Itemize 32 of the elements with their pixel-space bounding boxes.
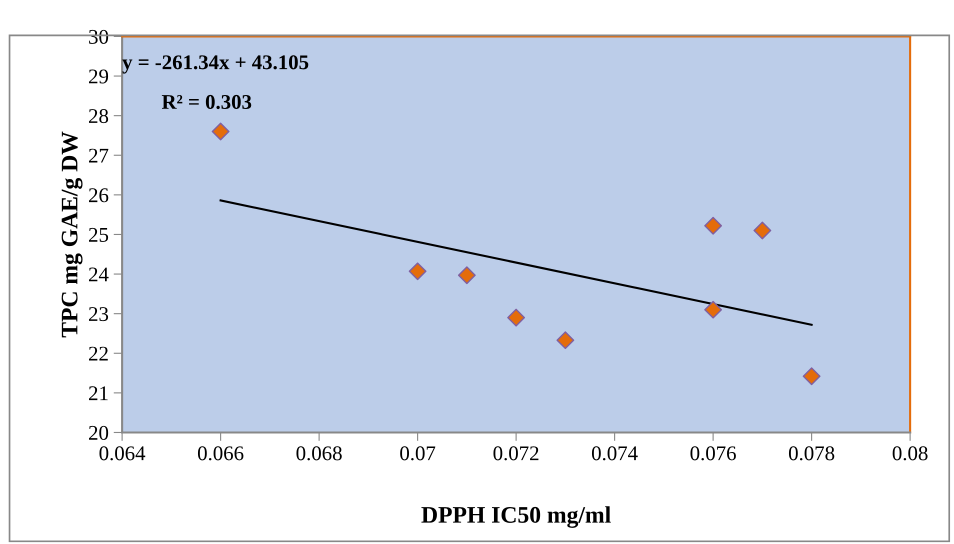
y-tick-label: 27 [89, 148, 108, 162]
y-tick-label: 28 [89, 109, 108, 124]
y-tick-label: 21 [89, 386, 108, 400]
x-tick-label: 0.066 [198, 446, 244, 460]
annotation: R² = 0.303 [162, 94, 252, 110]
x-tick-label: 0.064 [99, 446, 146, 460]
point [802, 367, 821, 386]
y-tick-label: 22 [89, 346, 108, 360]
x-tick-label: 0.068 [296, 446, 342, 460]
y-tick-label: 20 [89, 426, 108, 440]
y-tick-label: 24 [89, 268, 109, 282]
y-tick-label: 23 [89, 307, 108, 322]
point [753, 222, 772, 240]
point [556, 331, 574, 350]
point [507, 308, 526, 327]
x-tick-label: 0.078 [788, 446, 834, 460]
y-tick-label: 25 [89, 228, 108, 242]
y-tick-label: 26 [89, 188, 108, 202]
x-tick-label: 0.08 [892, 446, 928, 460]
y-tick-label: 29 [89, 69, 108, 84]
x-axis-title: DPPH IC50 mg/ml [421, 506, 611, 528]
annotation: y = -261.34x + 43.105 [122, 55, 308, 74]
x-tick-label: 0.072 [493, 446, 538, 460]
x-tick-label: 0.074 [592, 446, 638, 460]
point [212, 122, 230, 140]
x-tick-label: 0.07 [400, 446, 436, 460]
point [408, 262, 427, 280]
point [704, 216, 722, 235]
x-tick-label: 0.076 [690, 446, 736, 460]
point [704, 300, 722, 319]
point [458, 266, 476, 284]
y-axis-title: TPC mg GAE/g DW [62, 132, 83, 338]
